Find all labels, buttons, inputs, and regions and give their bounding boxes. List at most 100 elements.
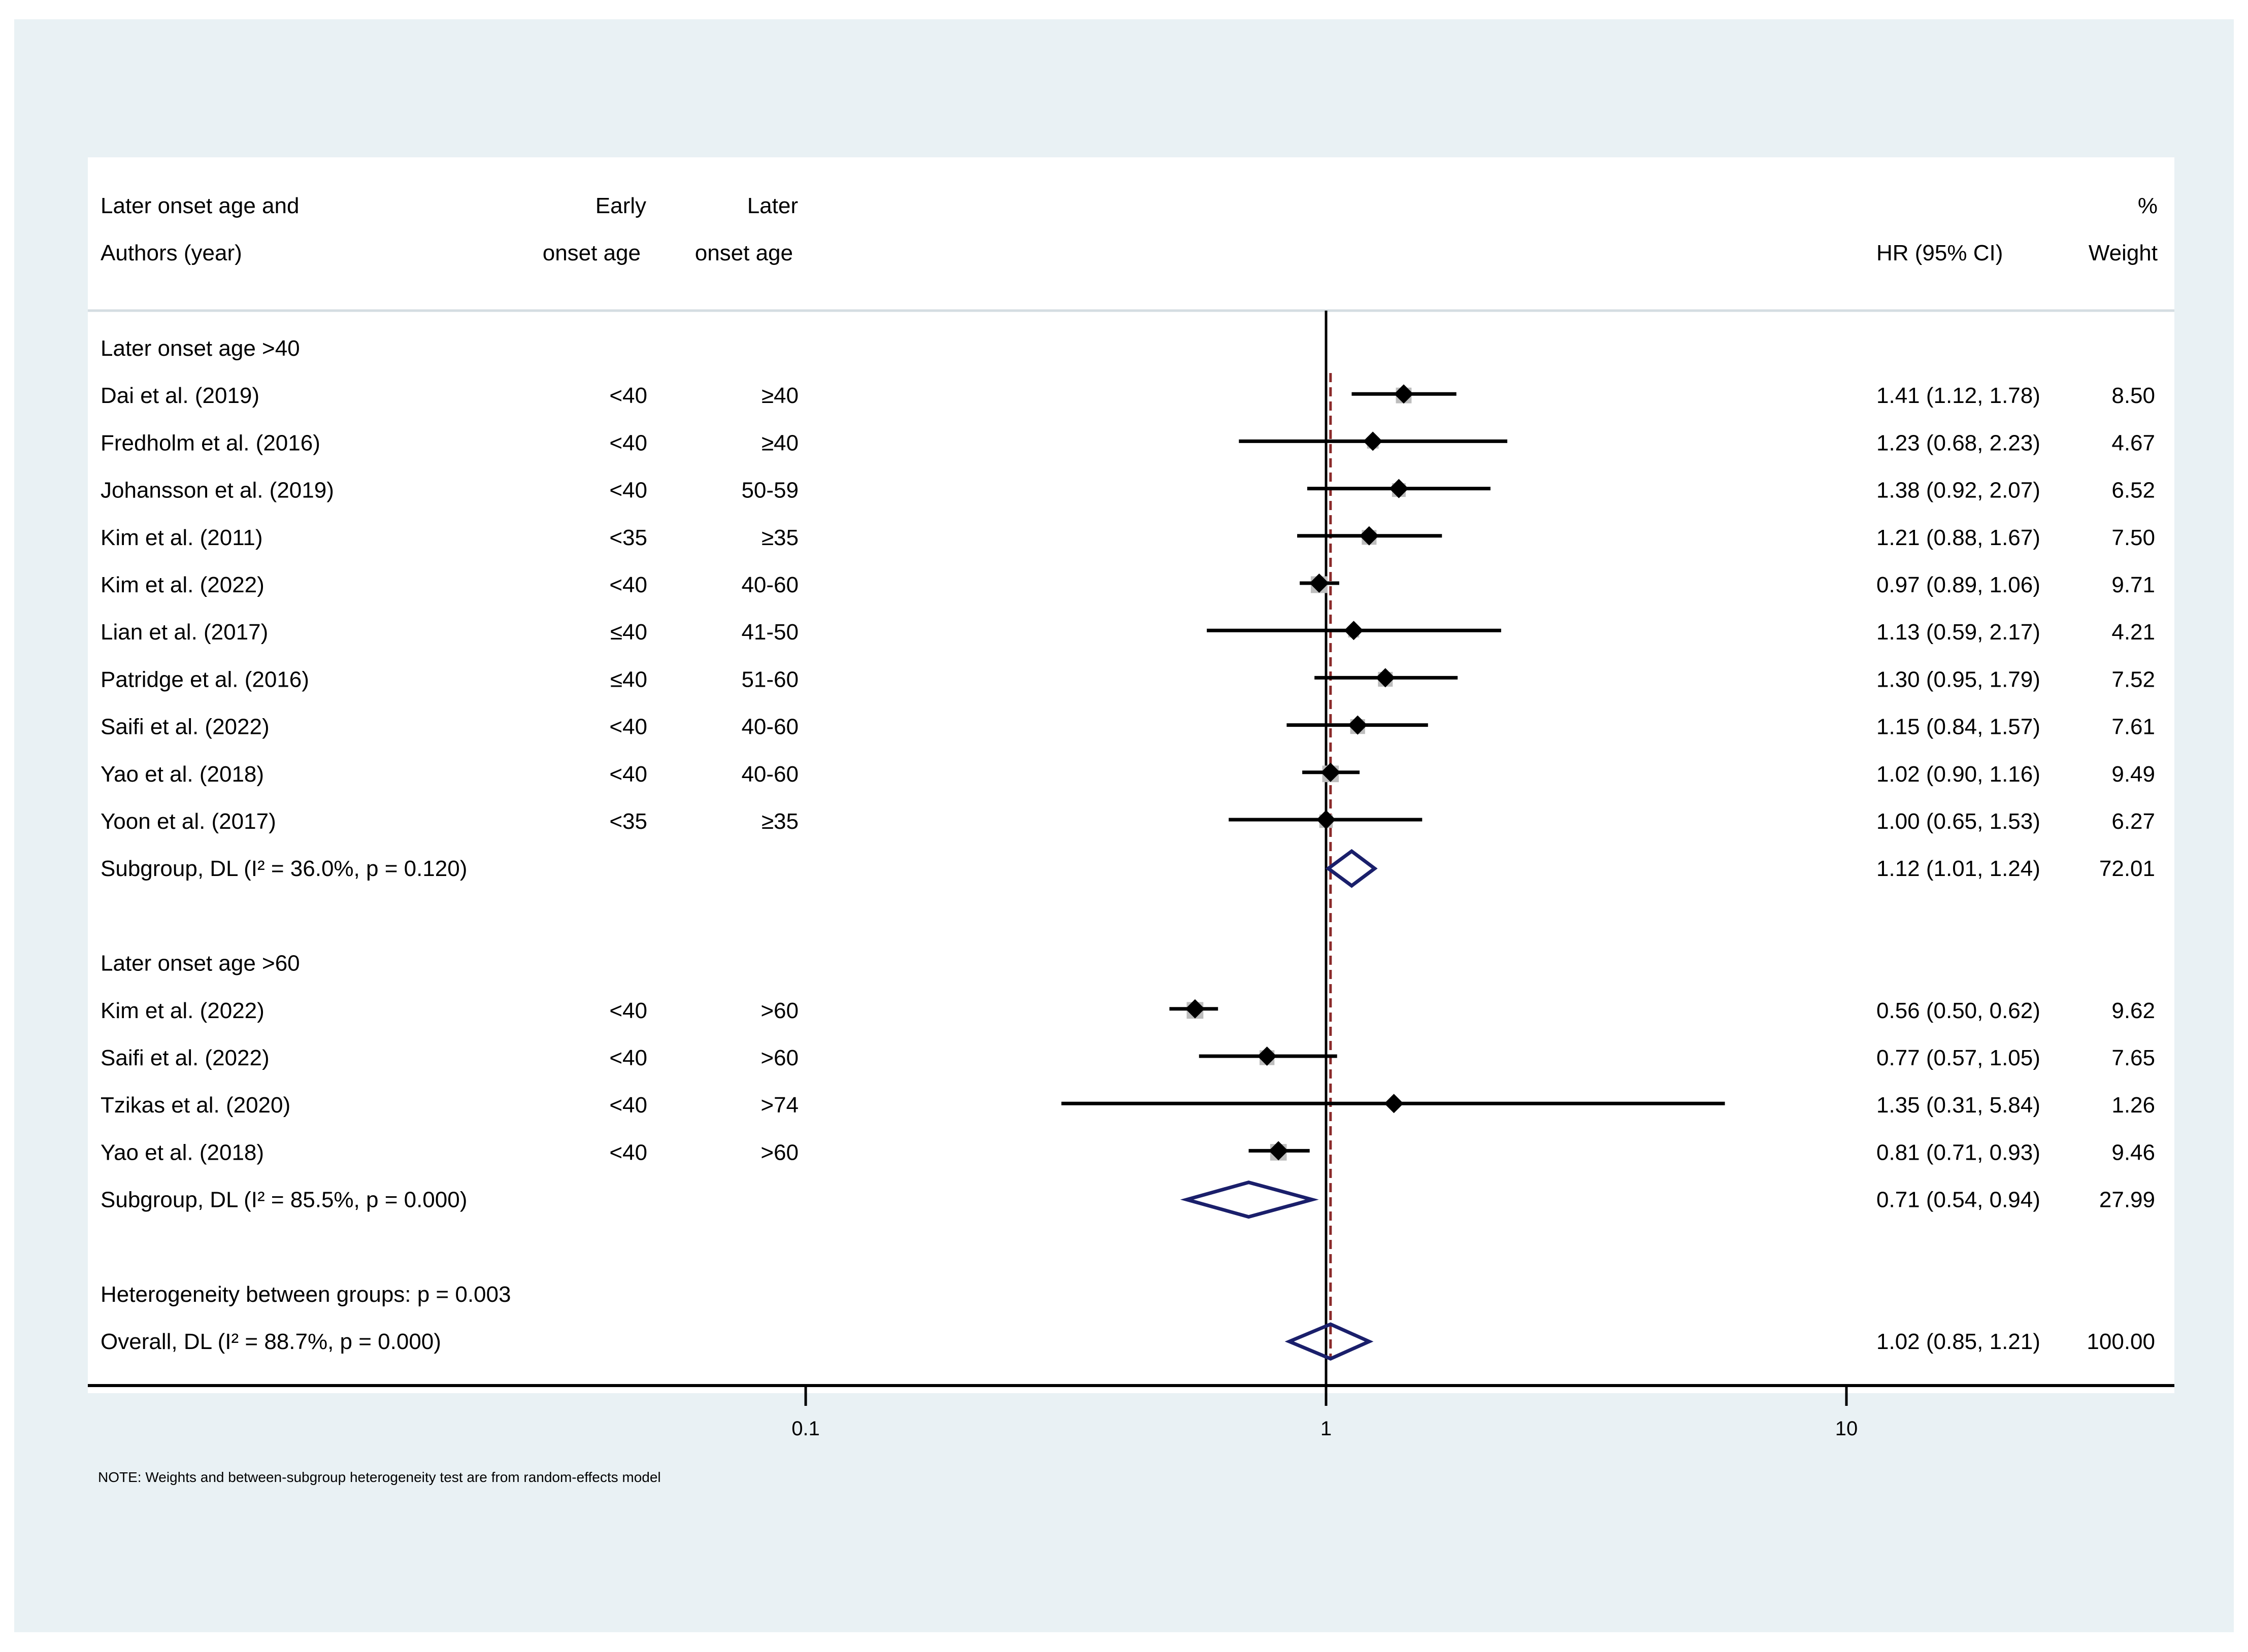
study-label: Yao et al. (2018) <box>101 762 264 787</box>
later-onset-age: 40-60 <box>741 762 799 787</box>
overall-label: Overall, DL (I² = 88.7%, p = 0.000) <box>101 1329 441 1354</box>
hr-ci-value: 1.41 (1.12, 1.78) <box>1876 383 2040 408</box>
early-onset-age: <40 <box>609 998 647 1023</box>
early-onset-age: <40 <box>609 762 647 787</box>
later-onset-age: ≥35 <box>762 525 799 550</box>
subgroup-diamond <box>1180 1180 1319 1219</box>
study-label: Yoon et al. (2017) <box>101 809 276 834</box>
weight-value: 6.27 <box>2111 809 2155 834</box>
weight-value: 7.61 <box>2111 715 2155 739</box>
subgroup-label: Subgroup, DL (I² = 85.5%, p = 0.000) <box>101 1188 467 1212</box>
subgroup-heading: Later onset age >60 <box>101 951 300 976</box>
x-tick-label: 0.1 <box>791 1418 820 1440</box>
hr-ci-value: 1.13 (0.59, 2.17) <box>1876 620 2040 645</box>
later-onset-age: ≥35 <box>762 809 799 834</box>
point-estimate <box>1269 1141 1288 1161</box>
header-hr-ci: HR (95% CI) <box>1876 241 2003 265</box>
early-onset-age: <40 <box>609 1140 647 1165</box>
point-estimate <box>1384 1094 1404 1114</box>
early-onset-age: <35 <box>609 809 647 834</box>
early-onset-age: ≤40 <box>610 667 647 692</box>
hr-ci-value: 0.56 (0.50, 0.62) <box>1876 998 2040 1023</box>
weight-value: 7.50 <box>2111 525 2155 550</box>
point-estimate <box>1320 762 1340 782</box>
heterogeneity-text: Heterogeneity between groups: p = 0.003 <box>101 1282 511 1307</box>
later-onset-age: >74 <box>761 1093 799 1118</box>
hr-ci-value: 0.97 (0.89, 1.06) <box>1876 572 2040 597</box>
study-label: Lian et al. (2017) <box>101 620 268 645</box>
hr-ci-value: 0.77 (0.57, 1.05) <box>1876 1046 2040 1070</box>
early-onset-age: <40 <box>609 430 647 455</box>
subgroup-heading: Later onset age >40 <box>101 336 300 361</box>
weight-value: 9.46 <box>2111 1140 2155 1165</box>
hr-ci-value: 1.35 (0.31, 5.84) <box>1876 1093 2040 1118</box>
x-tick-label: 10 <box>1835 1418 1858 1440</box>
hr-ci-value: 1.02 (0.90, 1.16) <box>1876 762 2040 787</box>
hr-ci-value: 1.15 (0.84, 1.57) <box>1876 715 2040 739</box>
subgroup-diamond <box>1325 849 1378 888</box>
early-onset-age: <35 <box>609 525 647 550</box>
row-labels: Later onset age >40 Dai et al. (2019) <40 ≥… <box>101 336 2155 1354</box>
study-label: Tzikas et al. (2020) <box>101 1093 290 1118</box>
study-label: Saifi et al. (2022) <box>101 1046 270 1070</box>
point-estimate <box>1185 999 1205 1019</box>
later-onset-age: 50-59 <box>741 478 799 503</box>
header-later-line1: Later <box>747 193 798 218</box>
study-marks <box>1061 384 1725 1361</box>
header-later-line2: onset age <box>695 241 793 265</box>
study-label: Dai et al. (2019) <box>101 383 259 408</box>
footnote: NOTE: Weights and between-subgroup heter… <box>98 1469 661 1485</box>
later-onset-age: 40-60 <box>741 572 799 597</box>
early-onset-age: <40 <box>609 715 647 739</box>
subgroup-label: Subgroup, DL (I² = 36.0%, p = 0.120) <box>101 856 467 881</box>
study-label: Fredholm et al. (2016) <box>101 430 320 455</box>
header-early-line2: onset age <box>543 241 641 265</box>
point-estimate <box>1394 384 1413 404</box>
plot-panel <box>88 157 2174 1393</box>
weight-value: 8.50 <box>2111 383 2155 408</box>
point-estimate <box>1359 526 1379 546</box>
hr-ci-value: 1.30 (0.95, 1.79) <box>1876 667 2040 692</box>
study-label: Kim et al. (2022) <box>101 572 265 597</box>
early-onset-age: ≤40 <box>610 620 647 645</box>
hr-ci-value: 1.02 (0.85, 1.21) <box>1876 1329 2040 1354</box>
early-onset-age: <40 <box>609 478 647 503</box>
early-onset-age: <40 <box>609 1093 647 1118</box>
later-onset-age: 41-50 <box>741 620 799 645</box>
study-label: Kim et al. (2022) <box>101 998 265 1023</box>
later-onset-age: >60 <box>761 1046 799 1070</box>
header-early-line1: Early <box>596 193 646 218</box>
early-onset-age: <40 <box>609 572 647 597</box>
weight-value: 9.62 <box>2111 998 2155 1023</box>
later-onset-age: >60 <box>761 998 799 1023</box>
weight-value: 27.99 <box>2099 1188 2155 1212</box>
point-estimate <box>1363 431 1383 451</box>
weight-value: 6.52 <box>2111 478 2155 503</box>
hr-ci-value: 1.12 (1.01, 1.24) <box>1876 856 2040 881</box>
point-estimate <box>1344 621 1364 640</box>
early-onset-age: <40 <box>609 383 647 408</box>
hr-ci-value: 1.21 (0.88, 1.67) <box>1876 525 2040 550</box>
overall-diamond <box>1284 1322 1374 1361</box>
weight-value: 4.67 <box>2111 430 2155 455</box>
point-estimate <box>1309 574 1329 593</box>
x-tick-label: 1 <box>1320 1418 1332 1440</box>
weight-value: 4.21 <box>2111 620 2155 645</box>
later-onset-age: 51-60 <box>741 667 799 692</box>
header-weight: Weight <box>2089 241 2158 265</box>
weight-value: 7.65 <box>2111 1046 2155 1070</box>
hr-ci-value: 1.00 (0.65, 1.53) <box>1876 809 2040 834</box>
point-estimate <box>1348 715 1368 735</box>
study-label: Johansson et al. (2019) <box>101 478 334 503</box>
header-percent: % <box>2138 193 2158 218</box>
weight-value: 9.71 <box>2111 572 2155 597</box>
weight-value: 9.49 <box>2111 762 2155 787</box>
later-onset-age: ≥40 <box>762 430 799 455</box>
x-axis: 0.1 1 10 <box>88 1384 2174 1440</box>
header-study-line2: Authors (year) <box>101 241 242 265</box>
study-label: Saifi et al. (2022) <box>101 715 270 739</box>
column-headers: Later onset age and Authors (year) Early… <box>101 193 2158 265</box>
hr-ci-value: 1.23 (0.68, 2.23) <box>1876 430 2040 455</box>
study-label: Patridge et al. (2016) <box>101 667 309 692</box>
